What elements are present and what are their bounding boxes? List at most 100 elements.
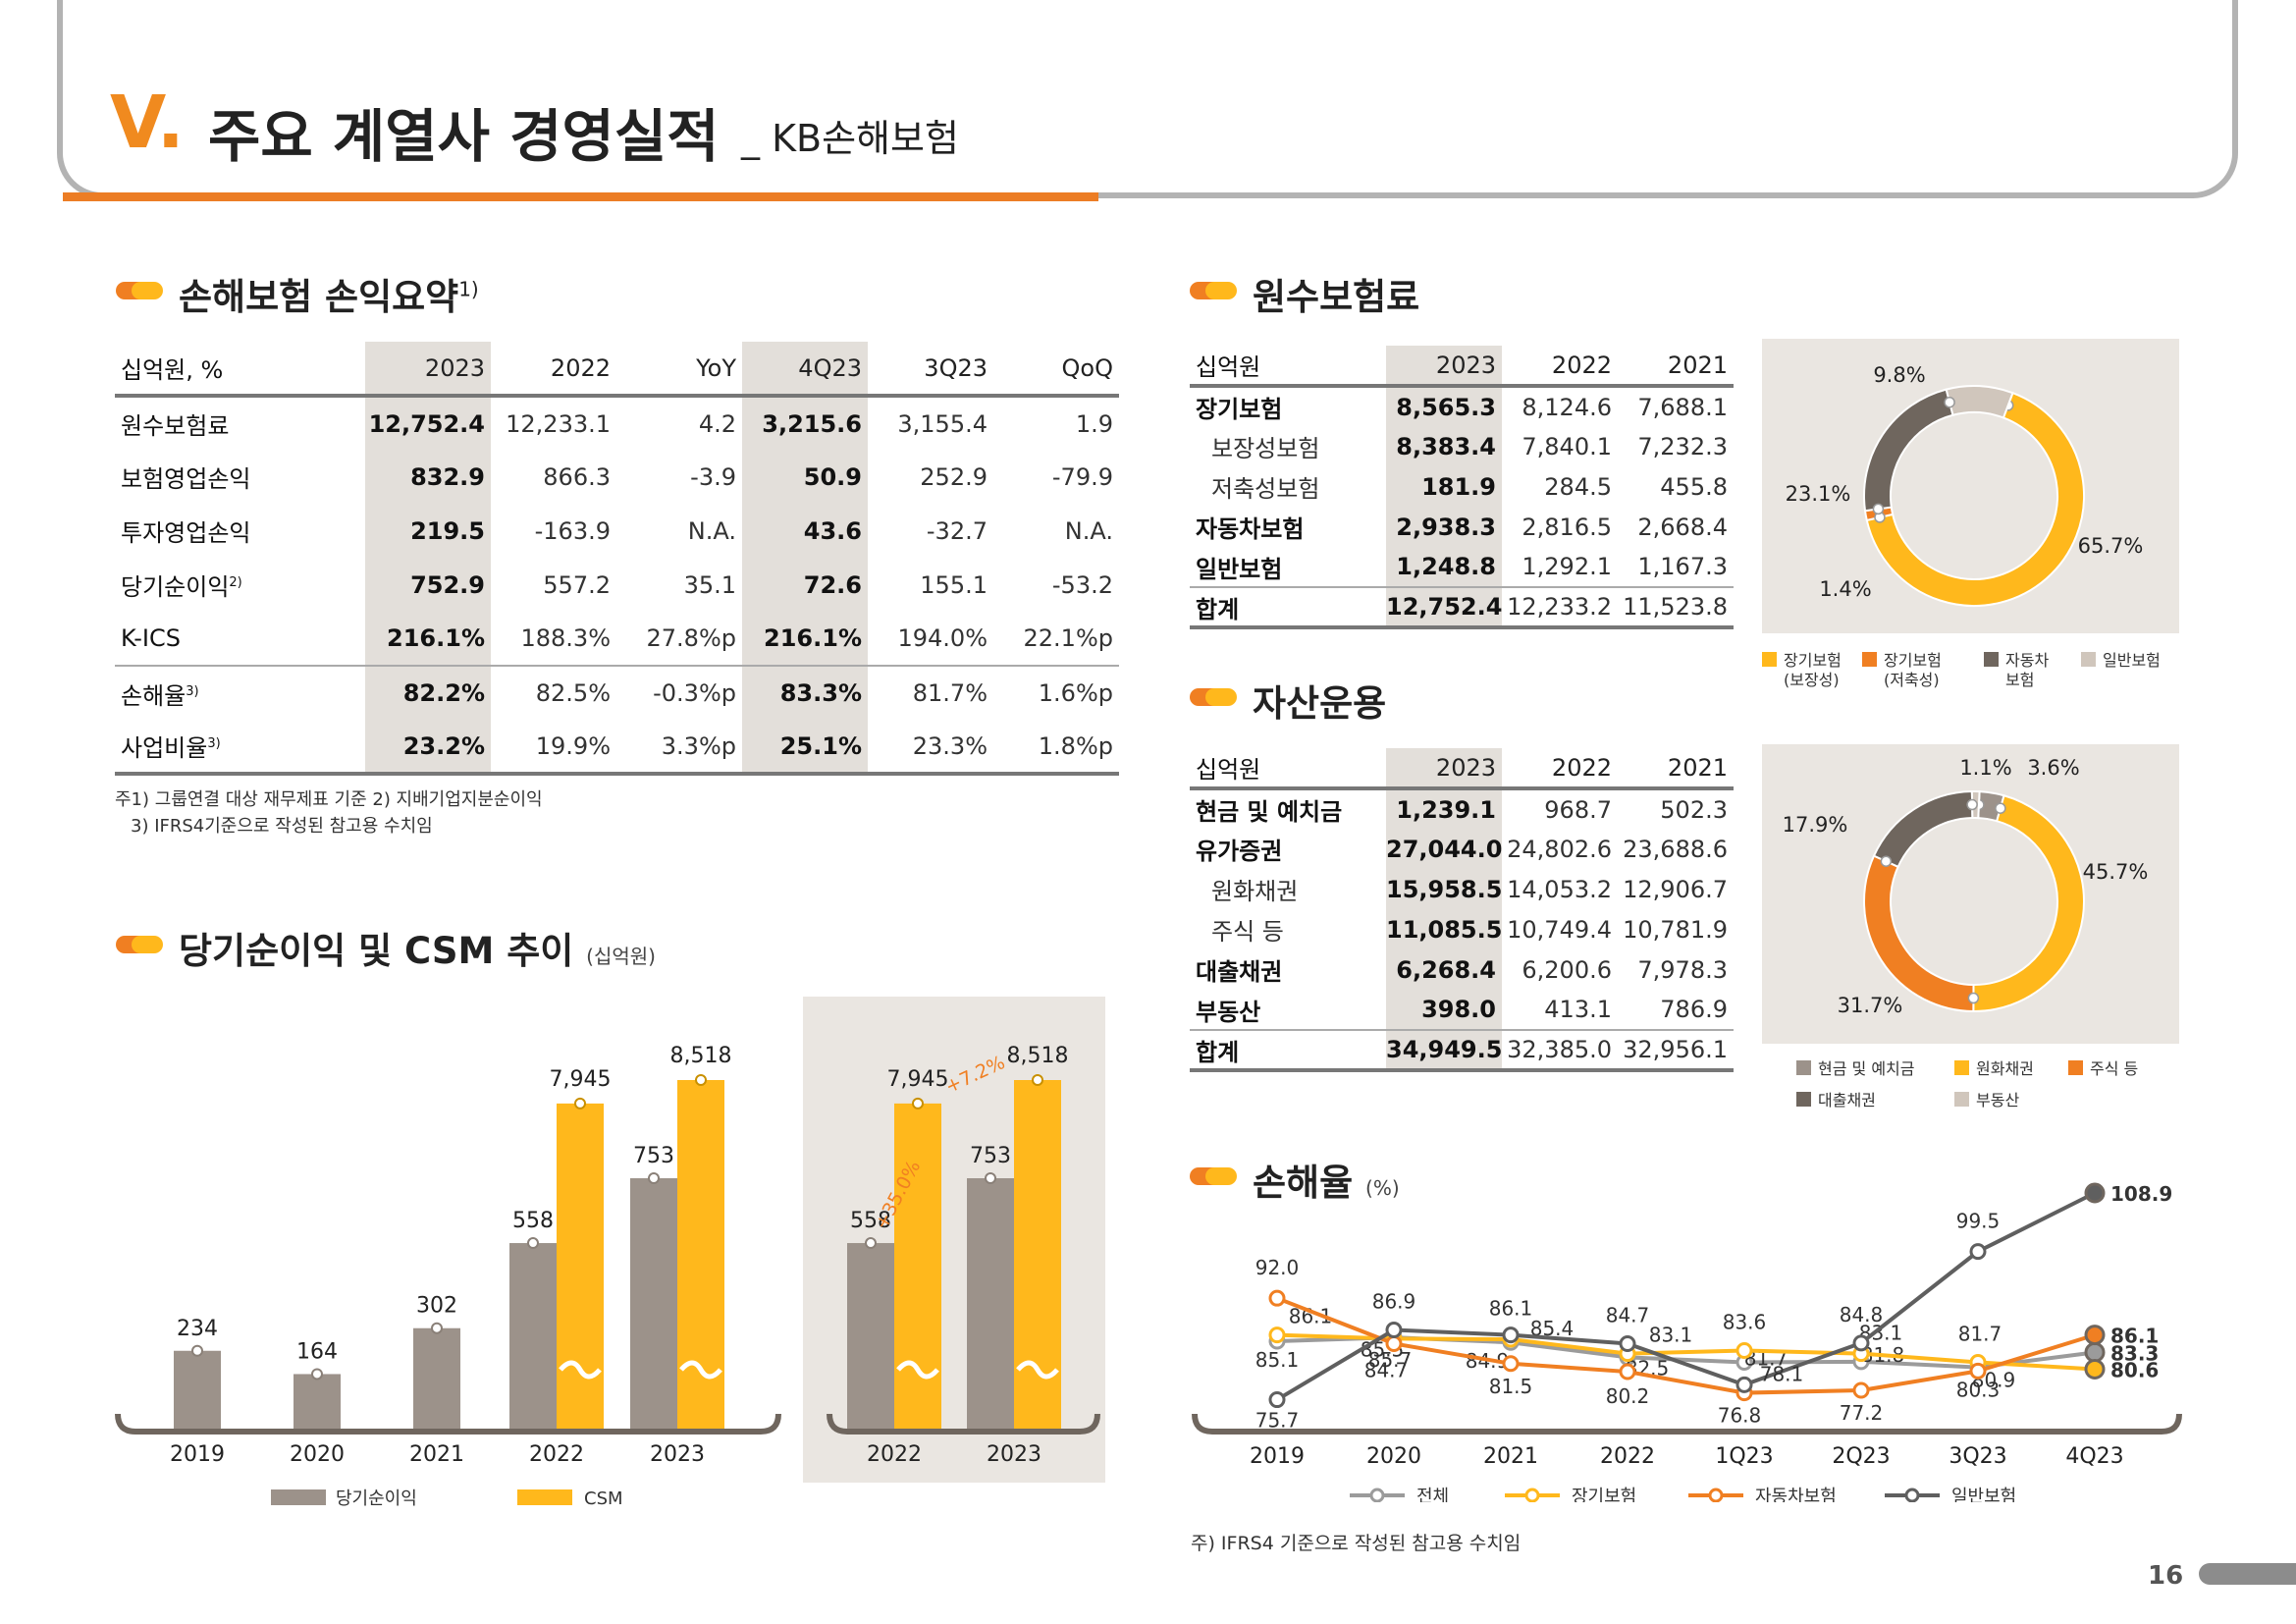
data-label: 81.5 [1489,1375,1533,1398]
premium-row-label: 합계 [1190,586,1386,629]
premium-row-label-text: 저축성보험 [1211,475,1320,503]
legend-swatch [1954,1092,1969,1107]
data-point [1852,1334,1870,1352]
legend-label: 부동산 [1976,1091,2019,1110]
slice-value-label: 45.7% [2083,860,2149,884]
assets-row: 대출채권 6,268.4 6,200.6 7,978.3 [1190,949,1734,990]
pl-cell: 216.1% [365,612,491,666]
assets-row-label-text: 현금 및 예치금 [1196,798,1343,826]
premium-row-label: 장기보험 [1190,386,1386,426]
assets-cell: 10,749.4 [1507,915,1612,944]
legend-swatch [1796,1092,1811,1107]
premium-cell: 7,840.1 [1522,432,1612,460]
assets-cell: 27,044.0 [1386,829,1502,869]
pl-cell: 194.0% [897,624,988,652]
assets-cell: 413.1 [1544,996,1612,1023]
pl-row-label: 손해율3) [115,665,365,720]
bullet-icon [1190,688,1237,706]
bullet-icon [1190,1167,1237,1185]
pl-row-label: 투자영업손익 [115,504,365,558]
legend-label: 일반보험 [2103,651,2161,670]
data-point [1619,1334,1636,1352]
pl-cell: 72.6 [742,558,868,612]
premium-table: 십억원 2023 2022 2021 장기보험 8,565.3 8,124.6 7,6… [1190,346,1734,629]
legend-swatch [1984,652,1999,667]
netincome-csm-chart: 2019 2020 2021 2022 2023 234 164 302 558 7,945 753… [115,1044,1100,1509]
assets-cell: 1,239.1 [1386,788,1502,829]
pl-cell: 82.5% [491,665,616,720]
x-tick-label: 2020 [290,1442,345,1467]
x-tick-label: 2022 [529,1442,584,1467]
pl-row-label-text: 보험영업손익 [121,465,251,493]
slice-value-label: 31.7% [1838,994,1903,1017]
data-label: 84.7 [1364,1358,1409,1381]
assets-cell: 23,688.6 [1623,835,1728,863]
donut-slice [1865,391,2085,607]
data-point [2084,1325,2106,1346]
bullet-icon [1190,282,1237,299]
lossratio-section-title: 손해율 (%) [1253,1162,1400,1204]
assets-row-label-text: 부동산 [1196,998,1261,1026]
csm-label: 8,518 [1007,1044,1069,1068]
pl-cell: 19.9% [491,720,616,776]
legend-label: (보장성) [1784,671,1840,689]
net-income-bar [174,1350,221,1429]
x-tick-label: 2020 [1366,1444,1421,1469]
net-income-bar [630,1178,677,1429]
pl-row-label: 사업비율3) [115,720,365,776]
net-income-bar [967,1178,1014,1429]
assets-cell: 15,958.5 [1386,869,1502,909]
pl-row-label-text: 사업비율 [121,734,208,762]
data-label: 108.9 [2110,1182,2172,1206]
assets-row-label: 현금 및 예치금 [1190,788,1386,829]
pl-col-header: 3Q23 [868,342,993,398]
assets-cell: 32,956.1 [1618,1029,1734,1072]
legend-label: (저축성) [1884,671,1940,689]
legend-swatch [1796,1060,1811,1075]
assets-row-label: 대출채권 [1190,949,1386,990]
data-label: 86.1 [1489,1297,1533,1321]
data-label: 84.8 [1840,1303,1884,1326]
net-income-label: 302 [416,1294,457,1319]
pl-footnote-2: 3) IFRS4기준으로 작성된 참고용 수치임 [131,816,433,837]
assets-row: 유가증권 27,044.0 24,802.6 23,688.6 [1190,829,1734,869]
x-tick-label: 3Q23 [1949,1444,2006,1469]
pl-row: 보험영업손익 832.9 866.3 -3.9 50.9 252.9 -79.9 [115,450,1119,504]
premium-col-header: 2021 [1618,346,1734,388]
net-income-label: 164 [296,1339,338,1364]
bar-marker [311,1368,323,1380]
pl-cell: 155.1 [920,570,988,599]
data-point [2084,1341,2106,1363]
assets-row-label-text: 유가증권 [1196,838,1283,865]
data-point [1385,1322,1403,1339]
assets-col-header: 2022 [1502,748,1618,790]
net-income-label: 558 [850,1209,891,1233]
data-point [1619,1363,1636,1380]
slice-value-label: 1.4% [1819,577,1871,601]
data-label: 83.6 [1723,1310,1767,1333]
premium-row-label-text: 보장성보험 [1211,435,1320,462]
premium-row-label: 보장성보험 [1190,426,1386,466]
premium-cell: 1,167.3 [1637,553,1728,580]
pl-cell: 43.6 [742,504,868,558]
data-label: 85.7 [1368,1348,1413,1372]
legend-label: 주식 등 [2090,1059,2138,1078]
pl-footnote-1: 주1) 그룹연결 대상 재무제표 기준 2) 지배기업지분순이익 [115,789,543,810]
pl-row: 투자영업손익 219.5 -163.9 N.A. 43.6 -32.7 N.A. [115,504,1119,558]
x-axis [827,1413,1100,1435]
legend-swatch [271,1489,326,1505]
pl-row-label: 당기순이익2) [115,558,365,612]
bar-marker [1032,1074,1043,1086]
assets-cell: 12,906.7 [1623,875,1728,903]
legend-swatch [517,1489,572,1505]
data-point [1735,1341,1753,1359]
x-tick-label: 2019 [170,1442,225,1467]
pl-row-label-text: K-ICS [121,624,181,652]
assets-col-header: 2023 [1386,748,1502,790]
loss-ratio-chart: 2019 2020 2021 2022 1Q23 2Q23 3Q23 4Q23 85.1 85.7… [1192,1182,2182,1502]
csm-label: 7,945 [887,1067,949,1092]
pl-table: 십억원, % 2023 2022 YoY 4Q23 3Q23 QoQ 원수보험료… [115,342,1119,776]
pl-cell: -32.7 [926,516,988,545]
data-point [1268,1289,1286,1307]
data-point [1268,1326,1286,1344]
